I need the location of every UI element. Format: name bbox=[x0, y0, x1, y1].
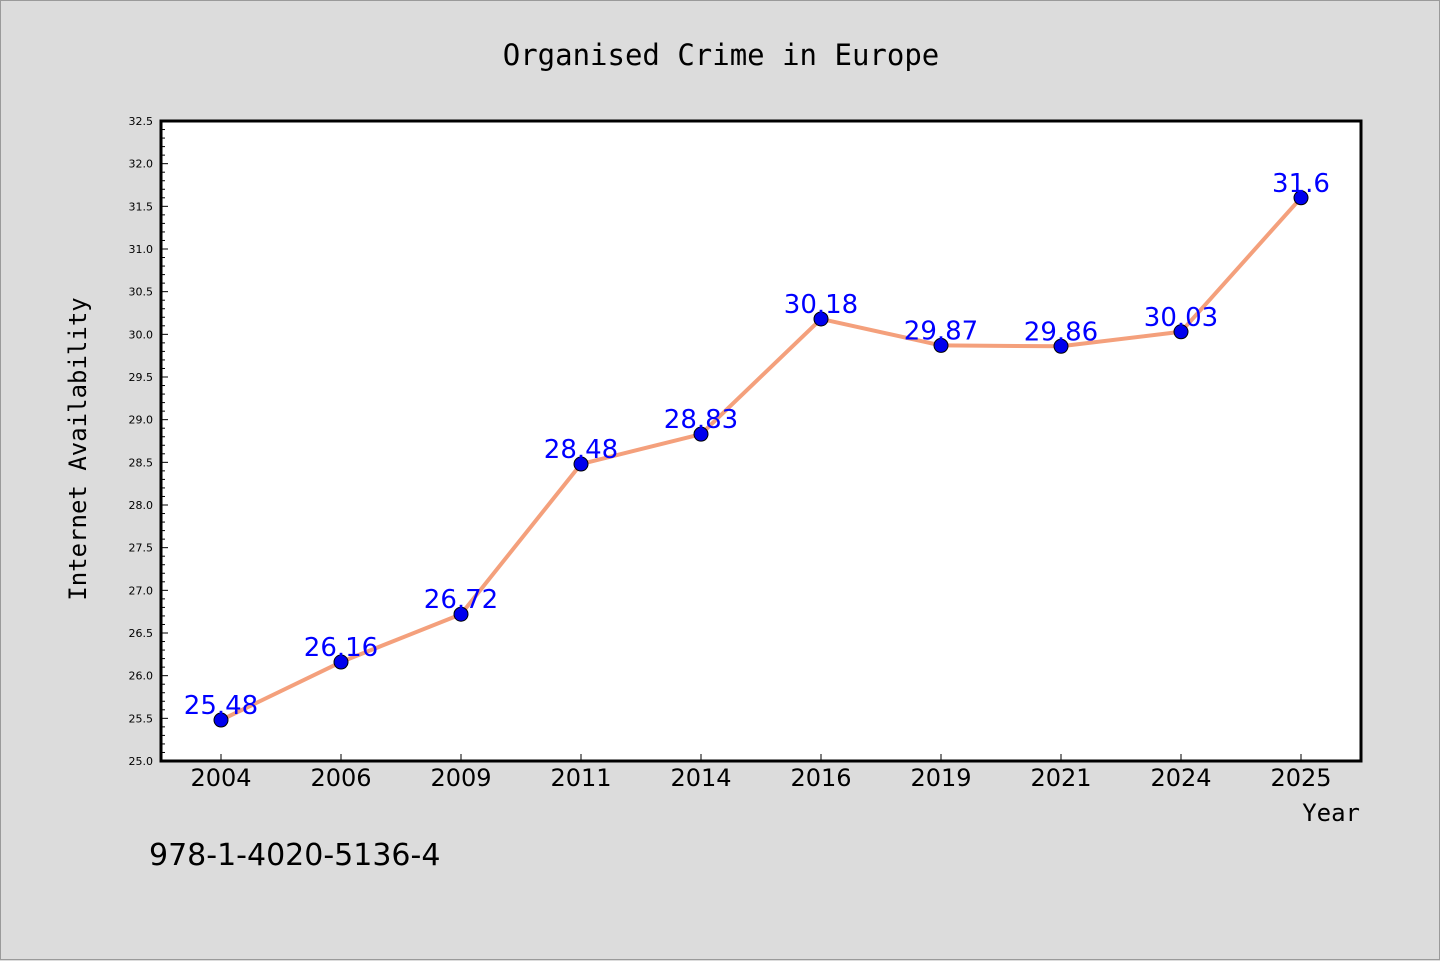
x-tick-label: 2009 bbox=[430, 764, 491, 792]
y-tick-label: 29.0 bbox=[129, 414, 154, 427]
y-tick-label: 32.0 bbox=[129, 158, 154, 171]
y-tick-label: 29.5 bbox=[129, 371, 154, 384]
y-tick-label: 28.0 bbox=[129, 499, 154, 512]
y-tick-label: 30.5 bbox=[129, 286, 154, 299]
chart-title: Organised Crime in Europe bbox=[503, 38, 940, 72]
y-tick-label: 27.5 bbox=[129, 542, 154, 555]
series-line-group bbox=[213, 190, 1309, 728]
data-point-marker bbox=[693, 426, 709, 442]
y-tick-label: 31.5 bbox=[129, 200, 154, 213]
series-line bbox=[219, 195, 1303, 723]
y-tick-label: 26.0 bbox=[129, 670, 154, 683]
x-tick-label: 2024 bbox=[1150, 764, 1211, 792]
data-label: 26.16 bbox=[304, 633, 378, 663]
y-tick-label: 31.0 bbox=[129, 243, 154, 256]
x-axis: 2004 2006 2009 2011 2014 2016 2019 2021 2024 2025 bbox=[190, 754, 1332, 792]
x-tick-label: 2011 bbox=[550, 764, 611, 792]
y-tick-label: 28.5 bbox=[129, 456, 154, 469]
data-label: 31.6 bbox=[1272, 169, 1330, 199]
x-tick-label: 2021 bbox=[1030, 764, 1091, 792]
data-point-marker bbox=[1053, 338, 1069, 354]
y-axis-label: Internet Availability bbox=[64, 297, 92, 600]
data-point-marker bbox=[1293, 190, 1309, 206]
data-point-marker bbox=[933, 337, 949, 353]
data-label: 28.83 bbox=[664, 405, 738, 435]
y-axis: 25.0 25.5 26.0 26.5 27.0 27.5 28.0 28.5 29.0 29.5… bbox=[129, 115, 168, 768]
y-tick-label: 25.0 bbox=[129, 755, 154, 768]
y-tick-label: 25.5 bbox=[129, 712, 154, 725]
data-label: 25.48 bbox=[184, 691, 258, 721]
x-tick-label: 2006 bbox=[310, 764, 371, 792]
y-tick-label: 32.5 bbox=[129, 115, 154, 128]
x-tick-label: 2019 bbox=[910, 764, 971, 792]
x-tick-label: 2016 bbox=[790, 764, 851, 792]
x-tick-label: 2025 bbox=[1270, 764, 1331, 792]
data-label: 30.03 bbox=[1144, 303, 1218, 333]
data-label: 30.18 bbox=[784, 290, 858, 320]
data-labels-group: 25.48 26.16 26.72 28.48 28.83 30.18 29.87 29.86… bbox=[184, 169, 1330, 721]
data-point-marker bbox=[813, 311, 829, 327]
y-tick-label: 26.5 bbox=[129, 627, 154, 640]
data-label: 29.86 bbox=[1024, 317, 1098, 347]
data-point-marker bbox=[453, 606, 469, 622]
data-label: 28.48 bbox=[544, 435, 618, 465]
data-label: 29.87 bbox=[904, 316, 978, 346]
isbn-annotation: 978-1-4020-5136-4 bbox=[149, 838, 440, 873]
x-axis-label: Year bbox=[1302, 799, 1360, 827]
x-tick-label: 2004 bbox=[190, 764, 251, 792]
y-tick-label: 27.0 bbox=[129, 584, 154, 597]
data-label: 26.72 bbox=[424, 585, 498, 615]
data-point-marker bbox=[213, 712, 229, 728]
data-point-marker bbox=[1173, 324, 1189, 340]
data-point-marker bbox=[333, 654, 349, 670]
y-tick-label: 30.0 bbox=[129, 328, 154, 341]
data-point-marker bbox=[573, 456, 589, 472]
x-tick-label: 2014 bbox=[670, 764, 731, 792]
